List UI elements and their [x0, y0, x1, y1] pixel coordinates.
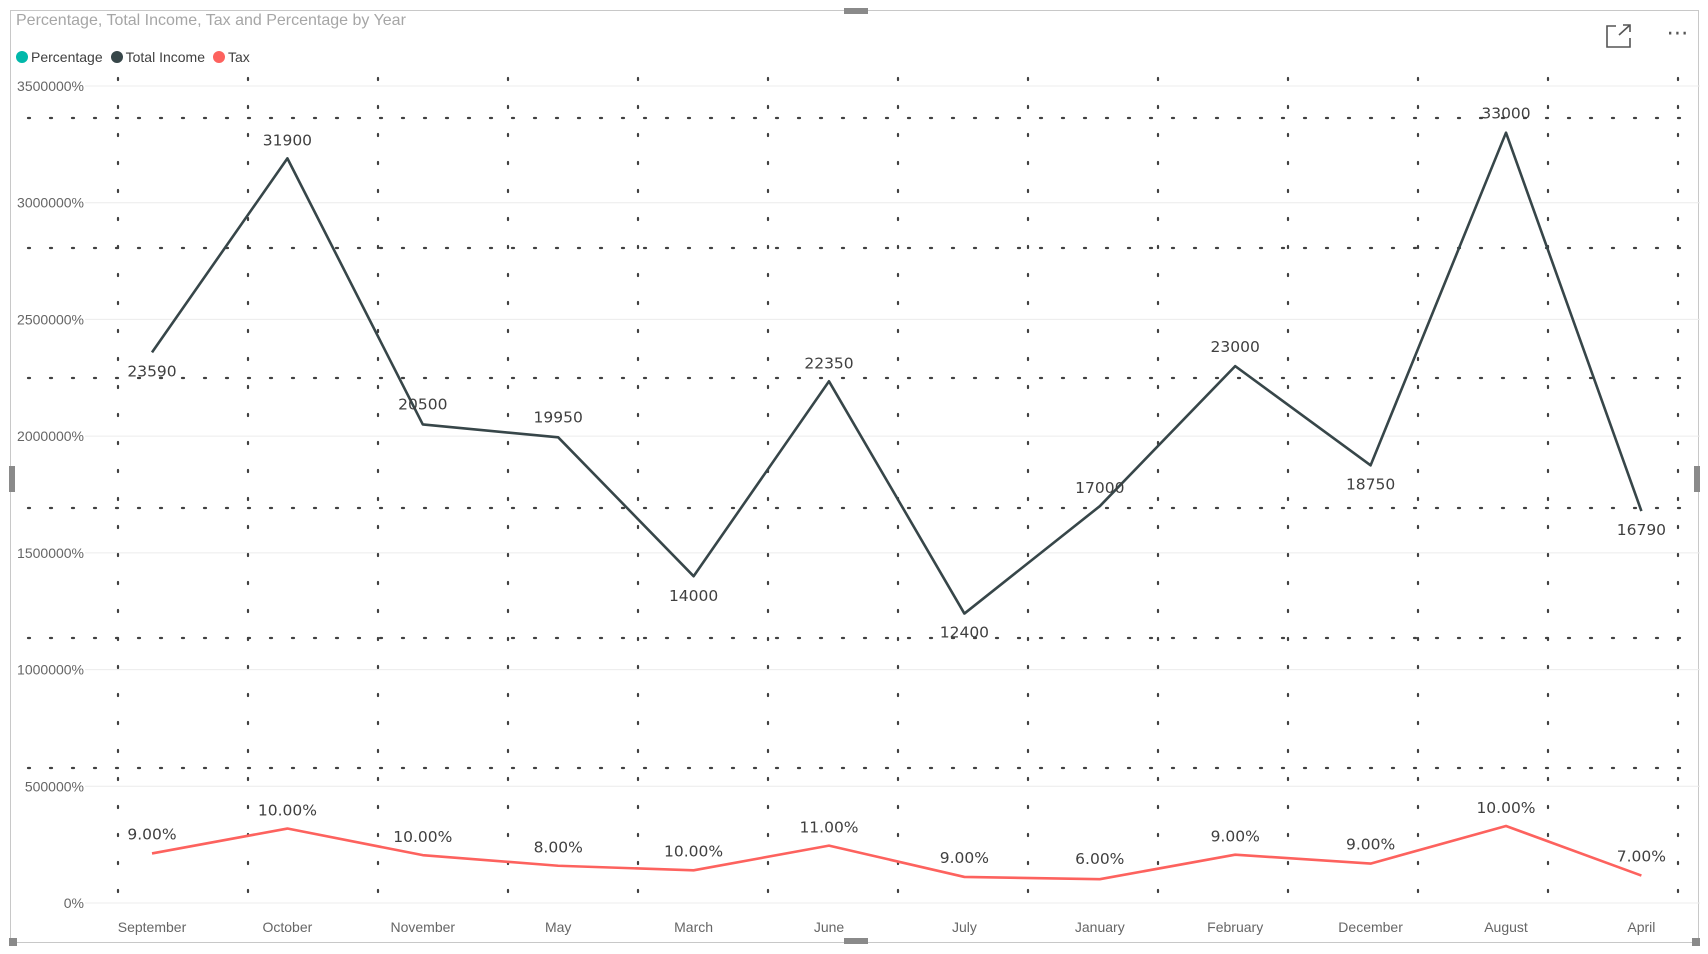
y-tick-label: 500000%: [25, 778, 84, 794]
tax-data-label: 6.00%: [1075, 850, 1124, 868]
legend-label-total-income: Total Income: [125, 49, 205, 65]
y-tick-label: 1000000%: [17, 662, 84, 678]
total-income-data-point[interactable]: [1366, 460, 1376, 470]
tax-data-point[interactable]: [689, 865, 699, 875]
chart-title: Percentage, Total Income, Tax and Percen…: [16, 12, 406, 29]
tax-data-point[interactable]: [418, 850, 428, 860]
resize-handle[interactable]: [1694, 466, 1700, 492]
tax-data-point[interactable]: [824, 841, 834, 851]
tax-data-label: 10.00%: [258, 802, 317, 820]
total-income-series-line: [150, 131, 1643, 615]
total-income-data-label: 12400: [940, 624, 989, 642]
resize-handle[interactable]: [9, 466, 15, 492]
total-income-data-point[interactable]: [959, 609, 969, 619]
total-income-data-label: 23590: [127, 362, 176, 380]
total-income-data-label: 20500: [398, 395, 447, 413]
tax-data-label: 11.00%: [799, 819, 858, 837]
y-tick-label: 3000000%: [17, 195, 84, 211]
tax-data-point[interactable]: [147, 848, 157, 858]
resize-handle[interactable]: [844, 8, 868, 14]
tax-data-label: 9.00%: [1211, 828, 1260, 846]
tax-data-label: 8.00%: [534, 839, 583, 857]
expand-icon: [1606, 24, 1631, 48]
chart-legend: Percentage Total Income Tax: [16, 49, 258, 65]
tax-data-label: 7.00%: [1617, 848, 1666, 866]
total-income-data-label: 18750: [1346, 475, 1395, 493]
x-tick-label: October: [262, 919, 312, 935]
tax-data-point[interactable]: [553, 861, 563, 871]
tax-data-point[interactable]: [1095, 874, 1105, 884]
legend-item-total-income[interactable]: Total Income: [110, 49, 205, 65]
resize-handle[interactable]: [9, 938, 17, 946]
x-tick-label: May: [545, 919, 571, 935]
tax-data-point[interactable]: [1636, 871, 1646, 881]
total-income-data-label: 19950: [534, 408, 583, 426]
total-income-data-label: 16790: [1617, 521, 1666, 539]
y-tick-label: 1500000%: [17, 545, 84, 561]
tax-data-label: 10.00%: [393, 828, 452, 846]
legend-marker-tax: [212, 51, 225, 63]
total-income-data-label: 23000: [1211, 338, 1260, 356]
total-income-data-point[interactable]: [1501, 128, 1511, 138]
tax-data-point[interactable]: [1230, 850, 1240, 860]
x-tick-label: June: [814, 919, 845, 935]
tax-data-point[interactable]: [1501, 821, 1511, 831]
total-income-data-point[interactable]: [553, 432, 563, 442]
x-tick-label: December: [1338, 919, 1403, 935]
total-income-data-label: 14000: [669, 587, 718, 605]
total-income-data-label: 17000: [1075, 479, 1124, 497]
total-income-data-point[interactable]: [282, 153, 292, 163]
total-income-data-point[interactable]: [1636, 506, 1646, 516]
tax-data-point[interactable]: [282, 824, 292, 834]
tax-series-line: [151, 824, 1642, 881]
legend-item-tax[interactable]: Tax: [212, 49, 250, 65]
x-tick-label: January: [1075, 919, 1125, 935]
total-income-data-label: 33000: [1481, 105, 1530, 123]
tax-data-label: 10.00%: [664, 842, 723, 860]
legend-label-percentage: Percentage: [31, 49, 103, 65]
legend-item-percentage[interactable]: Percentage: [16, 49, 103, 65]
total-income-data-point[interactable]: [147, 347, 157, 357]
total-income-data-point[interactable]: [1095, 501, 1105, 511]
total-income-data-label: 31900: [263, 131, 312, 149]
tax-data-point[interactable]: [959, 872, 969, 882]
total-income-data-point[interactable]: [824, 376, 834, 386]
x-tick-label: November: [391, 919, 456, 935]
total-income-data-label: 22350: [804, 354, 853, 372]
legend-marker-total-income: [110, 51, 123, 63]
x-tick-label: August: [1484, 919, 1528, 935]
tax-data-label: 10.00%: [1476, 799, 1535, 817]
x-tick-label: March: [674, 919, 713, 935]
x-tick-label: September: [118, 919, 187, 935]
more-options-button[interactable]: ⋯: [1660, 22, 1696, 48]
more-options-icon: ⋯: [1666, 20, 1690, 45]
x-tick-label: July: [952, 919, 977, 935]
total-income-data-point[interactable]: [1230, 361, 1240, 371]
focus-mode-button[interactable]: [1604, 22, 1634, 50]
tax-data-point[interactable]: [1366, 859, 1376, 869]
legend-label-tax: Tax: [227, 49, 250, 65]
tax-data-label: 9.00%: [940, 849, 989, 867]
tax-data-label: 9.00%: [127, 825, 176, 843]
y-tick-label: 3500000%: [17, 78, 84, 94]
resize-handle[interactable]: [1692, 938, 1700, 946]
y-tick-label: 2500000%: [17, 311, 84, 327]
y-tick-label: 0%: [64, 895, 84, 911]
y-tick-label: 2000000%: [17, 428, 84, 444]
total-income-data-point[interactable]: [418, 419, 428, 429]
x-tick-label: February: [1207, 919, 1263, 935]
tax-data-label: 9.00%: [1346, 836, 1395, 854]
x-tick-label: April: [1627, 919, 1655, 935]
total-income-data-point[interactable]: [689, 571, 699, 581]
resize-handle[interactable]: [844, 938, 868, 944]
legend-marker-percentage: [16, 51, 28, 63]
